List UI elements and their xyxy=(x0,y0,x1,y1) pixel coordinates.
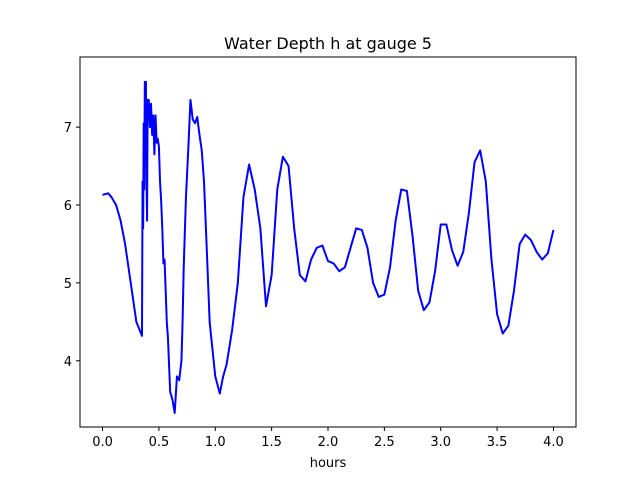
x-tick-label: 3.5 xyxy=(487,435,508,450)
chart-title: Water Depth h at gauge 5 xyxy=(224,34,432,53)
x-tick-label: 1.0 xyxy=(205,435,226,450)
x-axis-label: hours xyxy=(310,456,347,471)
x-tick-label: 1.5 xyxy=(261,435,282,450)
y-tick-label: 6 xyxy=(64,199,72,214)
x-tick-label: 4.0 xyxy=(543,435,564,450)
plot-area xyxy=(102,80,555,414)
x-tick-label: 0.5 xyxy=(149,435,170,450)
y-axis-ticks: 4 5 6 7 xyxy=(64,121,80,370)
x-axis-ticks: 0.0 0.5 1.0 1.5 2.0 2.5 3.0 3.5 4.0 xyxy=(92,427,564,450)
series-line-0 xyxy=(102,80,555,414)
x-tick-label: 2.5 xyxy=(374,435,395,450)
axes-frame xyxy=(79,56,577,428)
x-tick-label: 3.0 xyxy=(430,435,451,450)
y-tick-label: 4 xyxy=(64,355,72,370)
y-tick-label: 7 xyxy=(64,121,72,136)
x-tick-label: 0.0 xyxy=(92,435,113,450)
y-tick-label: 5 xyxy=(64,277,72,292)
x-tick-label: 2.0 xyxy=(318,435,339,450)
